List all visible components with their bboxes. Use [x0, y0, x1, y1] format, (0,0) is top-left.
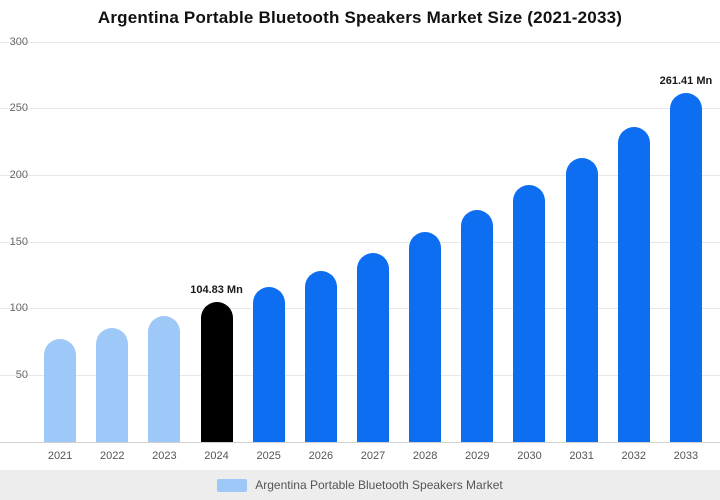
x-axis-tick-label: 2031	[569, 450, 594, 462]
legend-swatch-icon	[217, 478, 248, 492]
y-axis-tick-label: 300	[9, 35, 28, 48]
bar-2031[interactable]	[565, 157, 598, 442]
bar-2024[interactable]	[200, 302, 233, 442]
y-axis-tick-label: 100	[9, 302, 28, 315]
x-axis-line	[0, 442, 720, 443]
data-label-2024: 104.83 Mn	[190, 284, 243, 297]
legend: Argentina Portable Bluetooth Speakers Ma…	[0, 470, 720, 500]
gridline	[0, 241, 720, 243]
y-axis-tick-label: 200	[9, 168, 28, 181]
bar-2032[interactable]	[617, 127, 650, 442]
bar-2022[interactable]	[96, 327, 129, 442]
bar-2030[interactable]	[513, 185, 546, 442]
x-axis-tick-label: 2029	[465, 450, 490, 462]
x-axis-tick-label: 2033	[673, 450, 699, 462]
x-axis-tick-label: 2025	[256, 450, 281, 462]
x-axis-tick-label: 2026	[308, 450, 334, 462]
bar-2027[interactable]	[357, 252, 389, 442]
gridline	[0, 108, 720, 110]
x-axis-tick-label: 2030	[517, 450, 542, 462]
x-axis-tick-label: 2023	[152, 450, 177, 462]
bar-2025[interactable]	[252, 287, 285, 442]
legend-item[interactable]: Argentina Portable Bluetooth Speakers Ma…	[217, 478, 503, 492]
bar-2023[interactable]	[148, 315, 181, 442]
x-axis-tick-label: 2024	[204, 450, 229, 462]
x-axis-tick-label: 2032	[621, 450, 647, 462]
gridline	[0, 174, 720, 176]
x-axis-tick-label: 2027	[360, 450, 386, 462]
x-axis-tick-label: 2021	[47, 450, 73, 462]
bar-2033[interactable]	[669, 93, 702, 442]
x-axis-tick-label: 2022	[99, 450, 125, 462]
bar-2021[interactable]	[44, 338, 77, 442]
legend-label: Argentina Portable Bluetooth Speakers Ma…	[255, 478, 503, 492]
y-axis-tick-label: 150	[9, 235, 28, 248]
x-axis-tick-label: 2028	[412, 450, 438, 462]
bar-2029[interactable]	[461, 209, 494, 442]
data-label-2033: 261.41 Mn	[659, 75, 713, 88]
chart-title: Argentina Portable Bluetooth Speakers Ma…	[97, 8, 623, 27]
bar-2026[interactable]	[304, 270, 337, 442]
plot-area: 300 250 200 150 100 50 2021 2022 2023 2024 104.83 …	[0, 35, 720, 462]
bar-2028[interactable]	[409, 232, 442, 442]
y-axis-tick-label: 250	[9, 102, 28, 115]
y-axis-tick-label: 50	[15, 368, 28, 381]
gridline	[0, 41, 720, 43]
